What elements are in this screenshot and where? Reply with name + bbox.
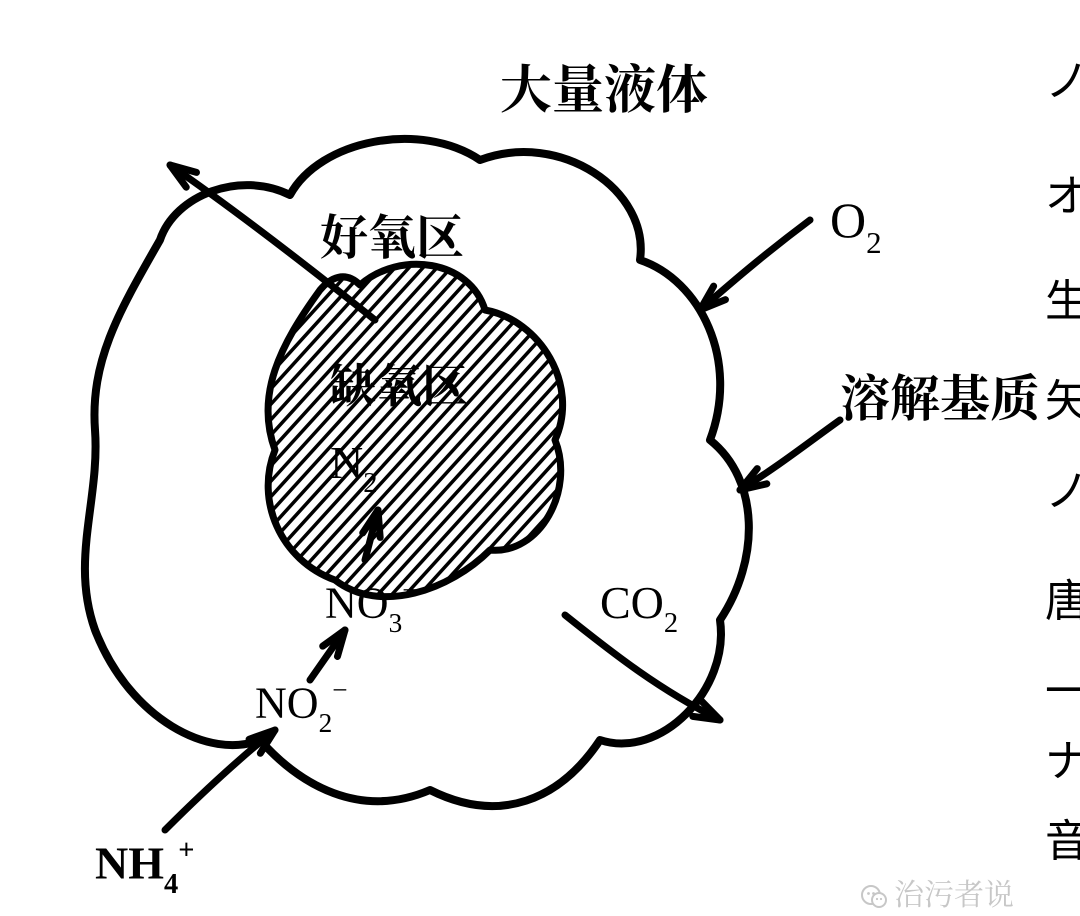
wechat-icon: [860, 883, 888, 911]
edge-fragment: 音: [1045, 820, 1080, 864]
label-n2: N2: [330, 440, 378, 495]
edge-fragment: 矢: [1045, 380, 1080, 424]
label-aerobic-zone: 好氧区: [320, 210, 464, 258]
diagram-canvas: [0, 0, 1080, 916]
edge-fragment: オ: [1045, 175, 1080, 219]
edge-fragment: 一: [1045, 670, 1080, 714]
watermark: 治污者说: [860, 870, 1014, 914]
watermark-text: 治污者说: [894, 870, 1014, 914]
edge-fragment: 唐: [1045, 580, 1080, 624]
label-no3: NO3−: [325, 580, 418, 633]
label-substrate: 溶解基质: [840, 370, 1040, 420]
edge-fragment: ノ: [1045, 470, 1080, 514]
label-nh4: NH4+: [95, 840, 195, 895]
label-bulk-liquid: 大量液体: [500, 60, 708, 112]
edge-fragment: ノ: [1045, 60, 1080, 104]
arrow-substrate: [740, 420, 840, 490]
edge-fragment: 生: [1045, 280, 1080, 324]
arrow-O2_in: [700, 220, 810, 310]
edge-fragment: ナ: [1045, 740, 1080, 784]
label-co2: CO2: [600, 580, 678, 635]
label-o2: O2: [830, 195, 882, 253]
label-anoxic-zone: 缺氧区: [330, 360, 468, 406]
label-no2: NO2−: [255, 680, 348, 733]
